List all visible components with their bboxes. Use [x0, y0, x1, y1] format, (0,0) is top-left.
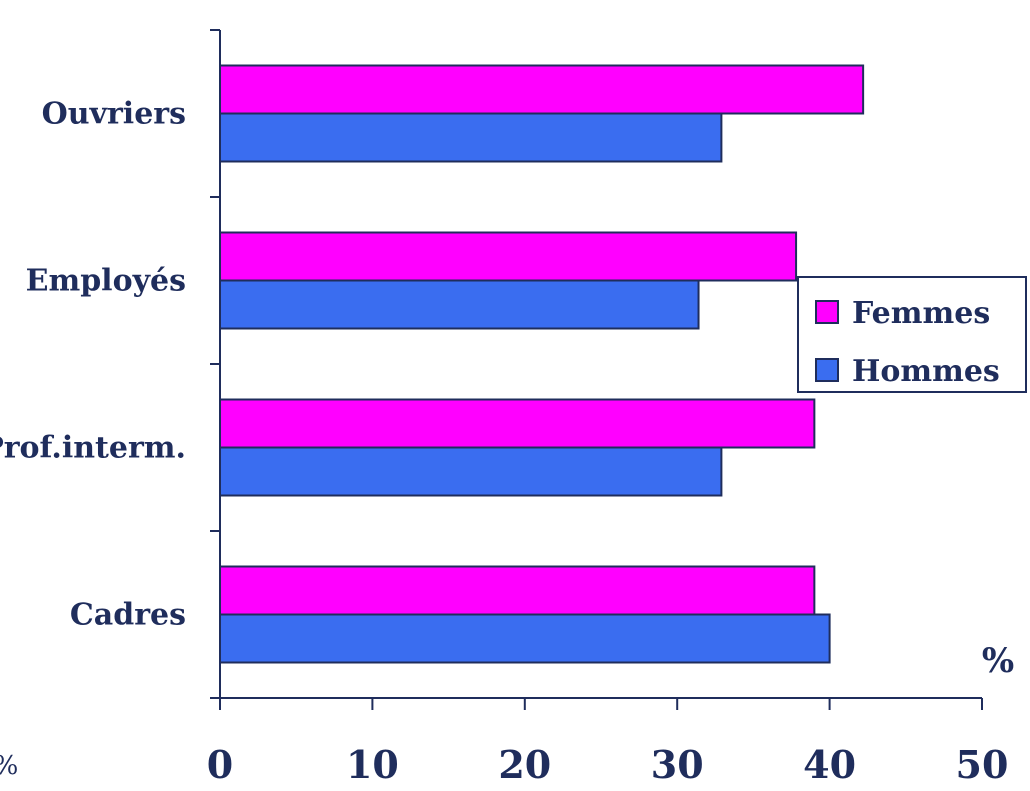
- bar-femmes-ouvriers: [219, 64, 865, 115]
- legend-swatch-hommes: [815, 358, 839, 382]
- category-label-prof-interm: Prof.interm.: [0, 431, 186, 466]
- x-unit-label: %: [982, 641, 1014, 681]
- bar-hommes-cadres: [219, 613, 831, 664]
- category-label-cadres: Cadres: [70, 598, 186, 633]
- x-tick-label-20: 20: [498, 742, 551, 787]
- x-tick-label-40: 40: [803, 742, 856, 787]
- x-tick-label-30: 30: [651, 742, 704, 787]
- x-tick-label-0: 0: [207, 742, 233, 787]
- bar-femmes-cadres: [219, 565, 816, 616]
- category-label-ouvriers: Ouvriers: [42, 97, 186, 132]
- legend: Femmes Hommes: [797, 276, 1027, 393]
- left-unit-label: %: [0, 751, 18, 781]
- bar-hommes-employes: [219, 279, 700, 330]
- bar-hommes-prof-interm: [219, 446, 723, 497]
- bars-group: [219, 64, 865, 664]
- bar-hommes-ouvriers: [219, 112, 723, 163]
- category-label-employes: Employés: [26, 264, 186, 299]
- category-labels: Ouvriers Employés Prof.interm. Cadres: [0, 97, 186, 633]
- x-tick-label-50: 50: [956, 742, 1009, 787]
- legend-swatch-femmes: [815, 300, 839, 324]
- x-tick-label-10: 10: [346, 742, 399, 787]
- bar-femmes-employes: [219, 231, 798, 282]
- axes-group: [210, 29, 983, 710]
- bar-femmes-prof-interm: [219, 398, 816, 449]
- legend-label-hommes: Hommes: [852, 354, 1000, 389]
- legend-label-femmes: Femmes: [852, 296, 990, 331]
- x-tick-labels: 0 10 20 30 40 50: [207, 742, 1009, 787]
